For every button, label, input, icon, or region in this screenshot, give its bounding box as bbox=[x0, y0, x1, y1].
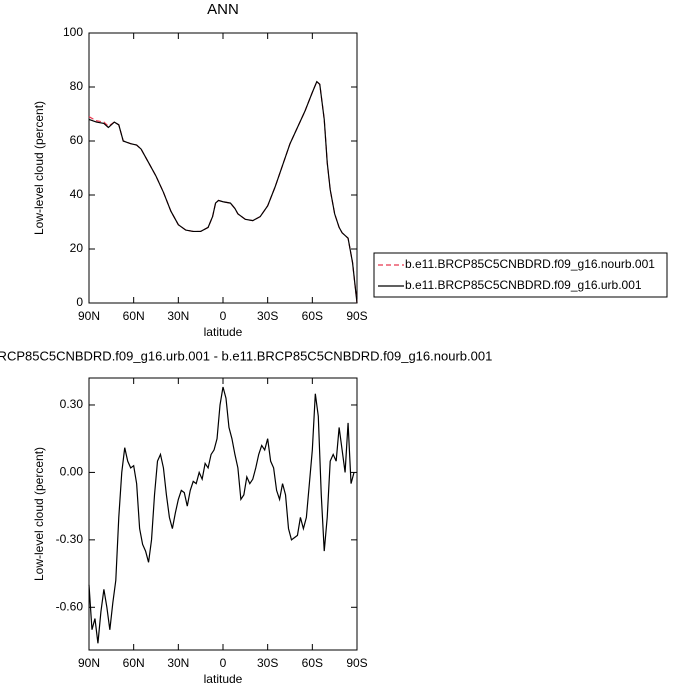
x-tick-label: 30N bbox=[167, 656, 189, 670]
x-tick-label: 90N bbox=[78, 656, 100, 670]
x-axis-label: latitude bbox=[204, 672, 243, 686]
x-tick-label: 30S bbox=[257, 656, 278, 670]
chart-title: ANN bbox=[207, 1, 239, 18]
x-tick-label: 90S bbox=[346, 309, 367, 323]
y-axis-label: Low-level cloud (percent) bbox=[32, 101, 46, 235]
y-tick-label: -0.60 bbox=[56, 599, 84, 613]
y-tick-label: -0.30 bbox=[56, 532, 84, 546]
x-tick-label: 60S bbox=[302, 656, 323, 670]
plot-frame bbox=[88, 32, 358, 304]
x-tick-label: 0 bbox=[220, 656, 227, 670]
chart-title: b.e11.BRCP85C5CNBDRD.f09_g16.urb.001 - b… bbox=[0, 348, 492, 363]
x-tick-label: 60N bbox=[123, 309, 145, 323]
y-tick-label: 0.00 bbox=[60, 465, 84, 479]
x-tick-label: 0 bbox=[220, 309, 227, 323]
y-tick-label: 20 bbox=[70, 241, 84, 255]
y-tick-label: 0 bbox=[76, 295, 83, 309]
x-tick-label: 30S bbox=[257, 309, 278, 323]
y-axis-label: Low-level cloud (percent) bbox=[32, 447, 46, 581]
x-axis-label: latitude bbox=[204, 325, 243, 339]
plot-frame bbox=[88, 377, 358, 651]
x-tick-label: 90N bbox=[78, 309, 100, 323]
legend-box bbox=[373, 252, 668, 298]
y-tick-label: 40 bbox=[70, 187, 84, 201]
x-tick-label: 60N bbox=[123, 656, 145, 670]
y-tick-label: 0.30 bbox=[60, 397, 84, 411]
x-tick-label: 30N bbox=[167, 309, 189, 323]
data-line bbox=[88, 80, 358, 304]
data-line bbox=[88, 386, 355, 644]
x-tick-label: 90S bbox=[346, 656, 367, 670]
y-tick-label: 60 bbox=[70, 133, 84, 147]
legend-label: b.e11.BRCP85C5CNBDRD.f09_g16.nourb.001 bbox=[405, 257, 655, 271]
y-tick-label: 100 bbox=[63, 25, 83, 39]
legend-label: b.e11.BRCP85C5CNBDRD.f09_g16.urb.001 bbox=[405, 278, 642, 292]
data-line bbox=[88, 80, 358, 304]
y-tick-label: 80 bbox=[70, 79, 84, 93]
x-tick-label: 60S bbox=[302, 309, 323, 323]
